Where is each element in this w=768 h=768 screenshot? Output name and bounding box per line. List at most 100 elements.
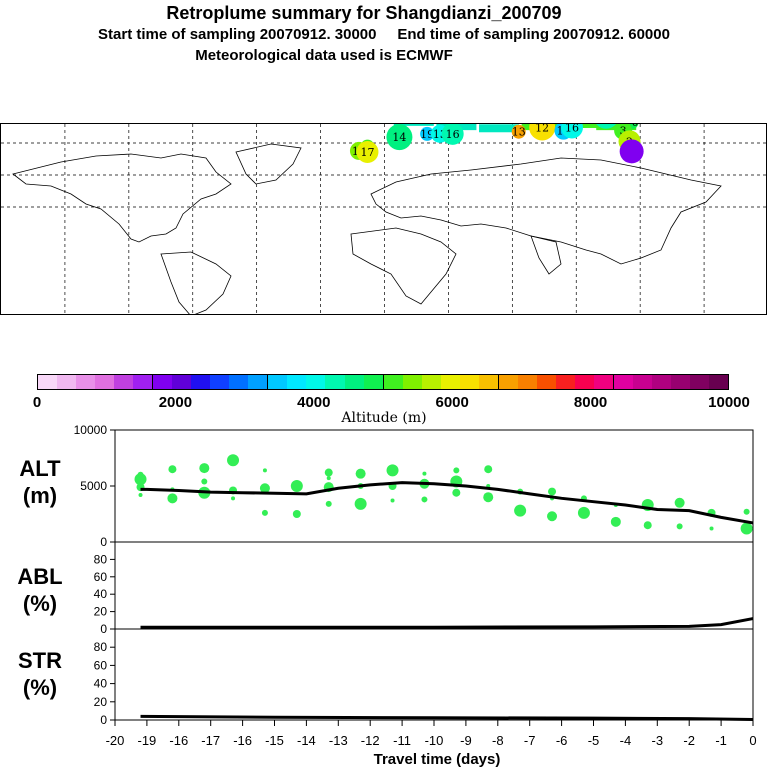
colorbar-swatch <box>344 375 364 389</box>
y-tick-label: 80 <box>94 640 108 654</box>
colorbar-swatch <box>402 375 422 389</box>
alt-scatter-point <box>231 496 236 501</box>
alt-scatter-point <box>290 480 303 492</box>
greenland-coast <box>235 143 302 185</box>
y-tick-label: 40 <box>94 677 108 691</box>
y-tick-label: 0 <box>100 713 107 727</box>
x-tick-label: -8 <box>492 733 504 748</box>
x-tick-label: -15 <box>265 733 284 748</box>
colorbar-swatch <box>555 375 575 389</box>
plume-day-label: 3 <box>620 125 627 138</box>
x-tick-label: -10 <box>425 733 444 748</box>
alt-scatter-point <box>386 464 399 477</box>
colorbar-tick-label: 10000 <box>708 394 750 411</box>
x-tick-label: -3 <box>652 733 664 748</box>
alt-scatter-point <box>453 467 460 474</box>
map-svg: 1913161415181712131416111032 <box>1 124 766 314</box>
alt-scatter-point <box>167 493 178 504</box>
str-label-unit: (%) <box>22 675 58 700</box>
alt-scatter-point <box>740 522 753 535</box>
plume-day-label: 13 <box>512 126 526 139</box>
plume-circle <box>441 124 464 145</box>
alt-scatter-point <box>261 509 268 516</box>
colorbar-swatch <box>38 375 58 389</box>
alt-scatter-point <box>547 511 558 522</box>
x-tick-label: -7 <box>524 733 536 748</box>
plume-circle <box>511 124 526 139</box>
plume-day-label: 12 <box>535 124 549 134</box>
x-tick-label: -16 <box>169 733 188 748</box>
x-tick-label: -1 <box>715 733 727 748</box>
colorbar-swatch <box>690 375 710 389</box>
plume-band <box>479 124 520 133</box>
y-tick-label: 20 <box>94 605 108 619</box>
colorbar-swatch <box>172 375 192 389</box>
str-label-name: STR <box>18 648 62 673</box>
altitude-colorbar <box>37 374 729 390</box>
y-tick-label: 0 <box>100 622 107 636</box>
colorbar-swatch <box>287 375 307 389</box>
abl-label-name: ABL <box>17 564 63 589</box>
colorbar-swatch <box>306 375 326 389</box>
colorbar-tick-label: 6000 <box>435 394 469 411</box>
panel-frame <box>114 628 754 721</box>
alt-scatter-point <box>610 516 621 527</box>
colorbar-swatch <box>613 375 633 389</box>
colorbar-swatch <box>76 375 96 389</box>
y-tick-label: 20 <box>94 695 108 709</box>
colorbar-swatch <box>383 375 403 389</box>
alt-scatter-point <box>137 471 144 478</box>
x-tick-label: -16 <box>233 733 252 748</box>
plume-day-label: 16 <box>446 128 460 141</box>
alt-scatter-point <box>643 521 652 530</box>
alt-scatter-point <box>138 492 143 497</box>
x-tick-label: -20 <box>106 733 125 748</box>
x-tick-label: -14 <box>297 733 316 748</box>
x-tick-label: -19 <box>138 733 157 748</box>
plume-circle <box>386 124 413 151</box>
colorbar-swatch <box>114 375 134 389</box>
x-tick-label: -2 <box>683 733 695 748</box>
colorbar-swatch <box>95 375 115 389</box>
alt-panel-label: ALT (m) <box>0 455 80 509</box>
colorbar-swatch <box>57 375 77 389</box>
plume-circle <box>619 139 644 164</box>
colorbar-tick-label: 0 <box>32 394 42 411</box>
europe-asia-coast <box>370 157 722 265</box>
x-tick-label: -9 <box>460 733 472 748</box>
abl-line <box>140 617 754 629</box>
x-tick-label: 0 <box>749 733 756 748</box>
colorbar-swatch <box>574 375 594 389</box>
alt-mean-line <box>140 481 754 525</box>
colorbar-swatch <box>498 375 518 389</box>
alt-scatter-point <box>227 454 240 467</box>
colorbar-swatch <box>652 375 672 389</box>
alt-scatter-point <box>259 483 270 494</box>
x-axis-label: Travel time (days) <box>374 751 501 768</box>
alt-scatter-point <box>325 500 332 507</box>
y-tick-label: 60 <box>94 570 108 584</box>
y-tick-label: 10000 <box>74 423 108 437</box>
alt-scatter-point <box>483 492 494 503</box>
alt-scatter-point <box>514 504 527 517</box>
alt-scatter-point <box>168 465 177 474</box>
south-america-coast <box>160 251 232 314</box>
colorbar-swatch <box>248 375 269 389</box>
alt-scatter-point <box>484 465 493 474</box>
colorbar-swatch <box>459 375 479 389</box>
alt-scatter-point <box>134 473 147 486</box>
retroplume-markers: 1913161415181712131416111032 <box>349 124 644 164</box>
alt-label-unit: (m) <box>22 483 58 508</box>
plume-day-label: 17 <box>360 146 374 159</box>
alt-scatter-point <box>355 468 366 479</box>
colorbar-swatch <box>363 375 384 389</box>
colorbar-swatch <box>536 375 556 389</box>
map-coastlines <box>12 143 722 314</box>
colorbar-swatch <box>210 375 230 389</box>
alt-scatter-point <box>422 471 427 476</box>
x-tick-label: -12 <box>361 733 380 748</box>
alt-scatter-point <box>262 468 267 473</box>
alt-scatter-point <box>709 526 714 531</box>
